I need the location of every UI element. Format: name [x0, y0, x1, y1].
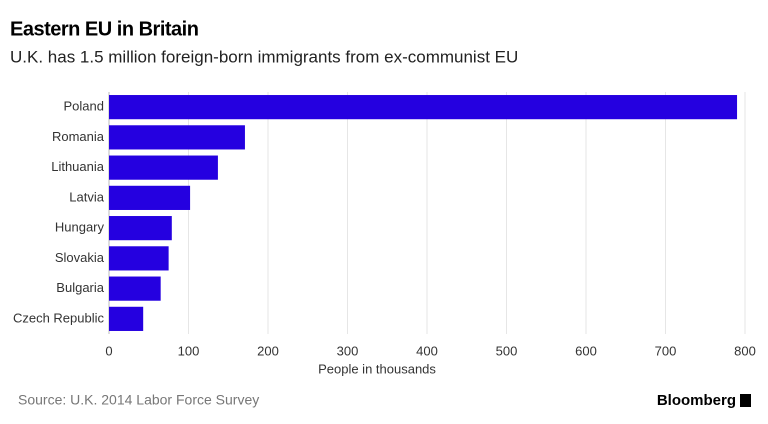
y-tick-label: Poland	[64, 99, 104, 114]
chart-subtitle: U.K. has 1.5 million foreign-born immigr…	[10, 47, 518, 66]
bar	[109, 306, 144, 331]
x-tick-label: 0	[105, 343, 112, 358]
x-tick-label: 400	[416, 343, 438, 358]
x-tick-label: 700	[655, 343, 677, 358]
x-tick-label: 100	[178, 343, 200, 358]
x-tick-label: 500	[496, 343, 518, 358]
brand-icon	[740, 394, 751, 407]
bar	[109, 125, 245, 150]
x-axis-label: People in thousands	[318, 361, 436, 376]
y-tick-label: Slovakia	[55, 250, 105, 265]
y-tick-label: Czech Republic	[13, 310, 105, 325]
y-tick-label: Lithuania	[51, 159, 105, 174]
y-tick-label: Romania	[52, 129, 105, 144]
bar	[109, 246, 169, 271]
bar	[109, 95, 738, 120]
source: Source: U.K. 2014 Labor Force Survey	[18, 392, 259, 408]
bar	[109, 185, 191, 210]
y-tick-label: Hungary	[55, 220, 105, 235]
x-tick-label: 600	[575, 343, 597, 358]
bar	[109, 276, 161, 301]
y-tick-label: Bulgaria	[56, 280, 104, 295]
bar	[109, 216, 172, 241]
bar	[109, 155, 218, 180]
y-tick-label: Latvia	[69, 189, 104, 204]
x-tick-label: 300	[337, 343, 359, 358]
brand: Bloomberg	[657, 392, 736, 409]
x-tick-label: 200	[257, 343, 279, 358]
chart-title: Eastern EU in Britain	[10, 18, 198, 40]
x-tick-label: 800	[734, 343, 756, 358]
